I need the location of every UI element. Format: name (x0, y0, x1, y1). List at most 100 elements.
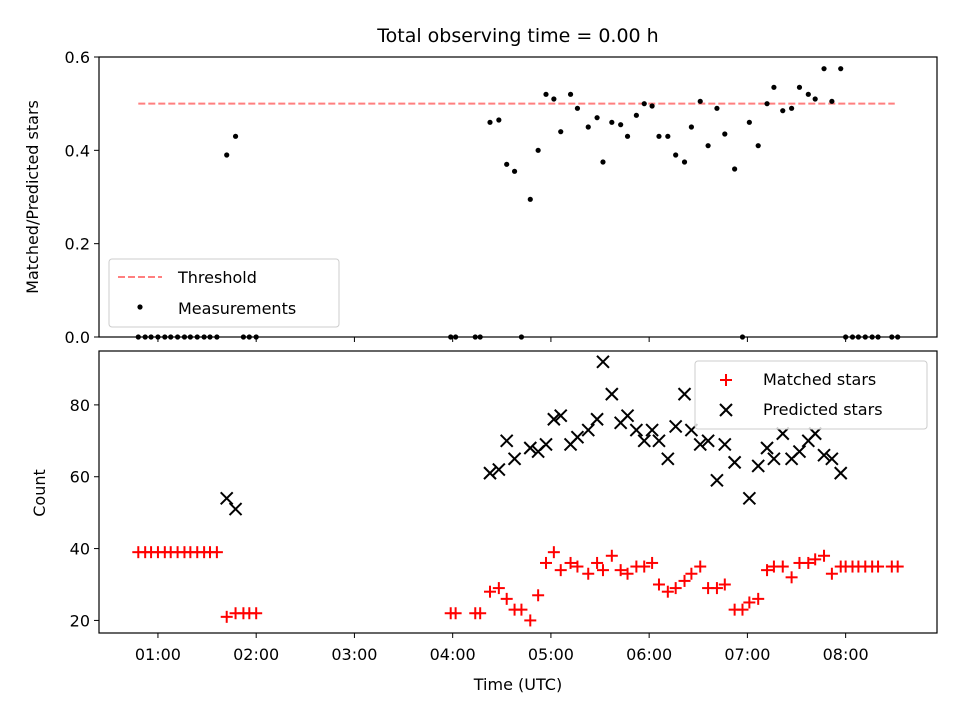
measurement-point (487, 119, 493, 125)
matched-stars-point (474, 607, 487, 620)
matched-stars-point (571, 560, 584, 573)
matched-stars-point (818, 549, 831, 562)
ratio-legend: Threshold Measurements (108, 258, 340, 328)
count-y-tick-label: 20 (70, 611, 90, 630)
predicted-stars-point (499, 434, 514, 448)
predicted-stars-point (590, 412, 604, 426)
chart-title: Total observing time = 0.00 h (376, 25, 658, 47)
ratio-x-ticks (157, 337, 847, 342)
count-y-axis-label: Count (30, 469, 49, 517)
predicted-stars-point (668, 419, 683, 434)
measurement-point (714, 105, 720, 111)
measurement-point (829, 98, 835, 104)
ratio-y-tick-label: 0.2 (65, 235, 90, 254)
matched-stars-point (591, 556, 604, 569)
measurement-point (551, 96, 557, 102)
ratio-y-tick-label: 0.6 (65, 48, 90, 67)
predicted-stars-point (677, 387, 692, 401)
measurement-point (838, 66, 844, 72)
matched-stars-point (891, 560, 904, 573)
legend-threshold-label: Threshold (177, 268, 257, 287)
measurement-point (649, 103, 655, 109)
matched-stars-point (710, 582, 723, 595)
matched-stars-point (785, 571, 798, 584)
matched-stars-point (669, 582, 682, 595)
count-y-tick-label: 80 (70, 396, 90, 415)
measurement-point (665, 133, 671, 139)
count-axes-frame (98, 350, 938, 634)
matched-stars-point (210, 546, 223, 559)
predicted-stars-point (792, 444, 807, 459)
predicted-stars-point (539, 437, 553, 452)
matched-stars-point (652, 578, 665, 591)
measurement-point (732, 166, 738, 172)
measurement-point (633, 112, 639, 118)
matched-stars-point (761, 564, 774, 577)
ratio-y-ticks: 0.0 0.2 0.4 0.6 (65, 48, 99, 347)
predicted-stars-point (727, 455, 742, 470)
x-tick-label: 04:00 (430, 645, 476, 664)
matched-stars-point (872, 560, 885, 573)
measurement-point (511, 168, 518, 174)
measurement-point (574, 105, 581, 111)
count-marks (132, 355, 904, 627)
measurement-point (504, 161, 510, 167)
legend-matched-label: Matched stars (763, 370, 876, 389)
predicted-stars-point (776, 426, 790, 441)
ratio-y-tick-label: 0.4 (65, 141, 90, 160)
measurement-point (558, 129, 564, 135)
predicted-stars-point (492, 462, 506, 477)
predicted-stars-point (605, 387, 619, 401)
predicted-stars-point (742, 491, 757, 505)
matched-stars-point (743, 596, 756, 609)
matched-stars-point (694, 560, 707, 573)
ratio-panel: 0.0 0.2 0.4 0.6 Matched/Predicted stars Thr… (23, 48, 938, 347)
predicted-stars-point (570, 430, 585, 444)
legend-predicted-label: Predicted stars (763, 400, 883, 419)
legend-matched-swatch (720, 374, 732, 386)
count-legend: Matched stars Predicted stars (694, 360, 928, 430)
predicted-stars-point (760, 441, 774, 455)
matched-stars-point (492, 582, 505, 595)
x-tick-label: 05:00 (528, 645, 574, 664)
measurement-point (746, 119, 752, 125)
predicted-stars-point (554, 408, 568, 423)
matched-stars-point (596, 564, 609, 577)
predicted-stars-point (637, 434, 651, 448)
measurement-point (705, 143, 711, 149)
matched-stars-point (718, 578, 731, 591)
count-legend-box (694, 360, 928, 430)
predicted-stars-point (228, 502, 243, 516)
measurement-point (780, 108, 786, 114)
matched-stars-point (752, 592, 765, 605)
predicted-stars-point (507, 452, 522, 466)
matched-stars-point (250, 607, 263, 620)
predicted-stars-point (834, 466, 848, 480)
legend-measurements-swatch (137, 304, 143, 310)
matched-stars-point (547, 546, 560, 559)
predicted-stars-point (767, 452, 781, 466)
ratio-legend-box (108, 258, 340, 328)
measurement-point (585, 124, 591, 130)
measurement-point (688, 124, 694, 130)
matched-stars-point (614, 564, 627, 577)
x-tick-label: 08:00 (823, 645, 869, 664)
count-y-ticks: 20 40 60 80 (70, 396, 99, 630)
predicted-stars-point (718, 437, 732, 452)
measurement-point (812, 96, 818, 102)
measurement-point (656, 133, 662, 139)
measurement-point (567, 91, 574, 97)
predicted-stars-point (808, 426, 822, 441)
predicted-stars-point (523, 441, 537, 455)
legend-predicted-swatch (719, 403, 733, 417)
x-axis-label: Time (UTC) (473, 675, 562, 694)
measurement-point (821, 66, 827, 72)
measurement-point (594, 115, 600, 121)
matched-stars-point (621, 567, 634, 580)
matched-stars-point (515, 603, 528, 616)
measurement-point (755, 143, 761, 149)
predicted-stars-point (825, 452, 839, 466)
ratio-axes-frame (98, 56, 938, 338)
matched-stars-point (638, 560, 651, 573)
